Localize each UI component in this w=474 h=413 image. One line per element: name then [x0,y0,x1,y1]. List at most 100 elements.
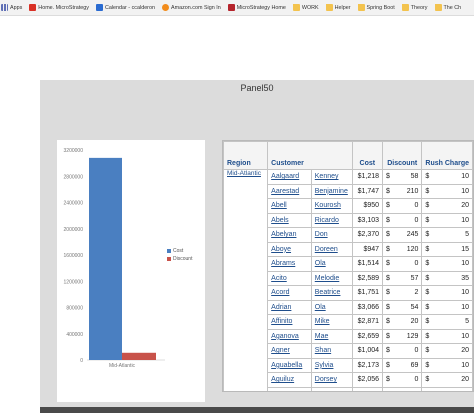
rush-charge-cell-value: 5 [465,231,469,239]
currency-symbol: $ [425,361,430,369]
customer-first-name[interactable]: Mike [310,314,353,330]
customer-last-name[interactable]: Aguabella [267,357,312,373]
currency-symbol: $ [425,216,430,224]
customer-last-name[interactable]: Abrams [267,256,312,272]
customer-first-name[interactable]: Ola [310,299,353,315]
bookmarks-bar: Apps Home. MicroStrategy Calendar - ccalde… [0,0,474,16]
bookmark-item[interactable]: WORK [292,4,319,11]
currency-symbol: $ [425,274,430,282]
microstrategy-icon [227,4,235,11]
rush-charge-cell-value: 10 [461,332,469,340]
bookmark-item[interactable]: MicroStrategy Home [227,4,286,11]
currency-symbol: $ [425,303,430,311]
bar-cost[interactable] [89,157,122,360]
currency-symbol: $ [386,376,390,384]
currency-symbol: $ [386,231,390,239]
header-customer[interactable]: Customer [267,141,353,170]
cost-cell: $1,218 [351,169,384,185]
bookmark-item[interactable]: Home. MicroStrategy [29,4,89,11]
customer-first-name[interactable]: Benjamine [310,183,353,199]
cost-cell: $950 [351,198,384,214]
header-discount[interactable]: Discount [382,141,423,170]
header-cost[interactable]: Cost [351,141,384,170]
customer-last-name[interactable]: Aguirre [267,386,312,391]
discount-cell-value: 210 [406,187,419,195]
cost-cell: $947 [351,241,384,257]
region-cell[interactable]: Mid-Atlantic [223,169,269,391]
bookmark-item[interactable]: Calendar - ccalderon [95,4,155,11]
y-tick-label: 3200000 [64,148,84,154]
customer-first-name[interactable]: Beatrice [310,285,353,301]
customer-last-name[interactable]: Affinito [267,314,312,330]
currency-symbol: $ [386,187,390,195]
bottom-scrollbar[interactable] [40,407,474,413]
bookmark-item[interactable]: Amazon.com Sign In [161,4,221,11]
customer-first-name[interactable]: Ricardo [310,212,353,228]
cost-cell: $2,370 [351,227,384,243]
customer-last-name[interactable]: Aalgaard [267,169,312,185]
customer-last-name[interactable]: Acito [267,270,312,286]
bookmark-item[interactable]: The Ch [434,4,462,11]
discount-cell-value: 54 [410,303,419,311]
currency-symbol: $ [386,274,390,282]
y-tick-label: 2400000 [64,201,84,207]
customer-last-name[interactable]: Abels [267,212,312,228]
bookmark-item[interactable]: Apps [1,4,22,11]
customer-first-name[interactable]: Dorsey [310,372,353,388]
customer-last-name[interactable]: Agner [267,343,312,359]
customer-last-name[interactable]: Abell [267,198,312,214]
discount-cell: $0 [382,198,423,214]
y-tick-label: 1200000 [64,279,84,285]
customer-first-name[interactable]: Shan [310,343,353,359]
rush-charge-cell: $10 [421,299,473,315]
currency-symbol: $ [425,376,430,384]
data-grid[interactable]: Region Customer Cost Discount Rush Charg… [222,140,474,392]
customer-last-name[interactable]: Acord [267,285,312,301]
customer-last-name[interactable]: Aganova [267,328,312,344]
header-region[interactable]: Region [223,141,269,170]
discount-cell-value: 2 [414,289,419,297]
bar-discount[interactable] [122,352,156,360]
customer-last-name[interactable]: Aboye [267,241,312,257]
bar-chart[interactable]: 0 400000 800000 1200000 1600000 2000000 240000… [57,140,205,402]
customer-first-name[interactable]: Kenney [310,169,353,185]
customer-first-name[interactable]: Doreen [310,241,353,257]
legend-label: Cost [173,248,184,254]
customer-last-name[interactable]: Aarestad [267,183,312,199]
bookmark-item[interactable]: Helper [325,4,351,11]
x-category-label: Mid-Atlantic [109,363,136,369]
customer-first-name[interactable]: Diana [310,386,353,391]
discount-cell: $2 [382,285,423,301]
cost-cell: $3,103 [351,212,384,228]
folder-icon [401,4,409,11]
table-row: Aguiluz Dorsey $2,056 $0 $20 [224,372,473,388]
currency-symbol: $ [386,245,390,253]
cost-cell: $2,173 [351,357,384,373]
discount-cell-value: 129 [406,332,419,340]
rush-charge-cell-value: 20 [461,347,469,355]
cost-cell: $2,659 [351,328,384,344]
customer-first-name[interactable]: Don [310,227,353,243]
customer-first-name[interactable]: Sylvia [310,357,353,373]
customer-first-name[interactable]: Kourosh [310,198,353,214]
amazon-icon [161,4,169,11]
rush-charge-cell: $15 [421,241,473,257]
customer-first-name[interactable]: Ola [310,256,353,272]
currency-symbol: $ [425,202,430,210]
header-rush-charge[interactable]: Rush Charge [421,141,473,170]
bookmark-item[interactable]: Theory [401,4,428,11]
cost-cell: $2,871 [351,314,384,330]
customer-first-name[interactable]: Melodie [310,270,353,286]
rush-charge-cell: $35 [421,270,473,286]
currency-symbol: $ [386,303,390,311]
customer-last-name[interactable]: Adrian [267,299,312,315]
rush-charge-cell: $10 [421,386,473,391]
bookmark-label: The Ch [443,4,462,11]
customer-last-name[interactable]: Abelyan [267,227,312,243]
customer-first-name[interactable]: Mae [310,328,353,344]
bookmark-item[interactable]: Spring Boot [357,4,395,11]
cost-cell: $1,747 [351,183,384,199]
chart-legend: Cost Discount [167,247,192,263]
currency-symbol: $ [425,173,430,181]
customer-last-name[interactable]: Aguiluz [267,372,312,388]
